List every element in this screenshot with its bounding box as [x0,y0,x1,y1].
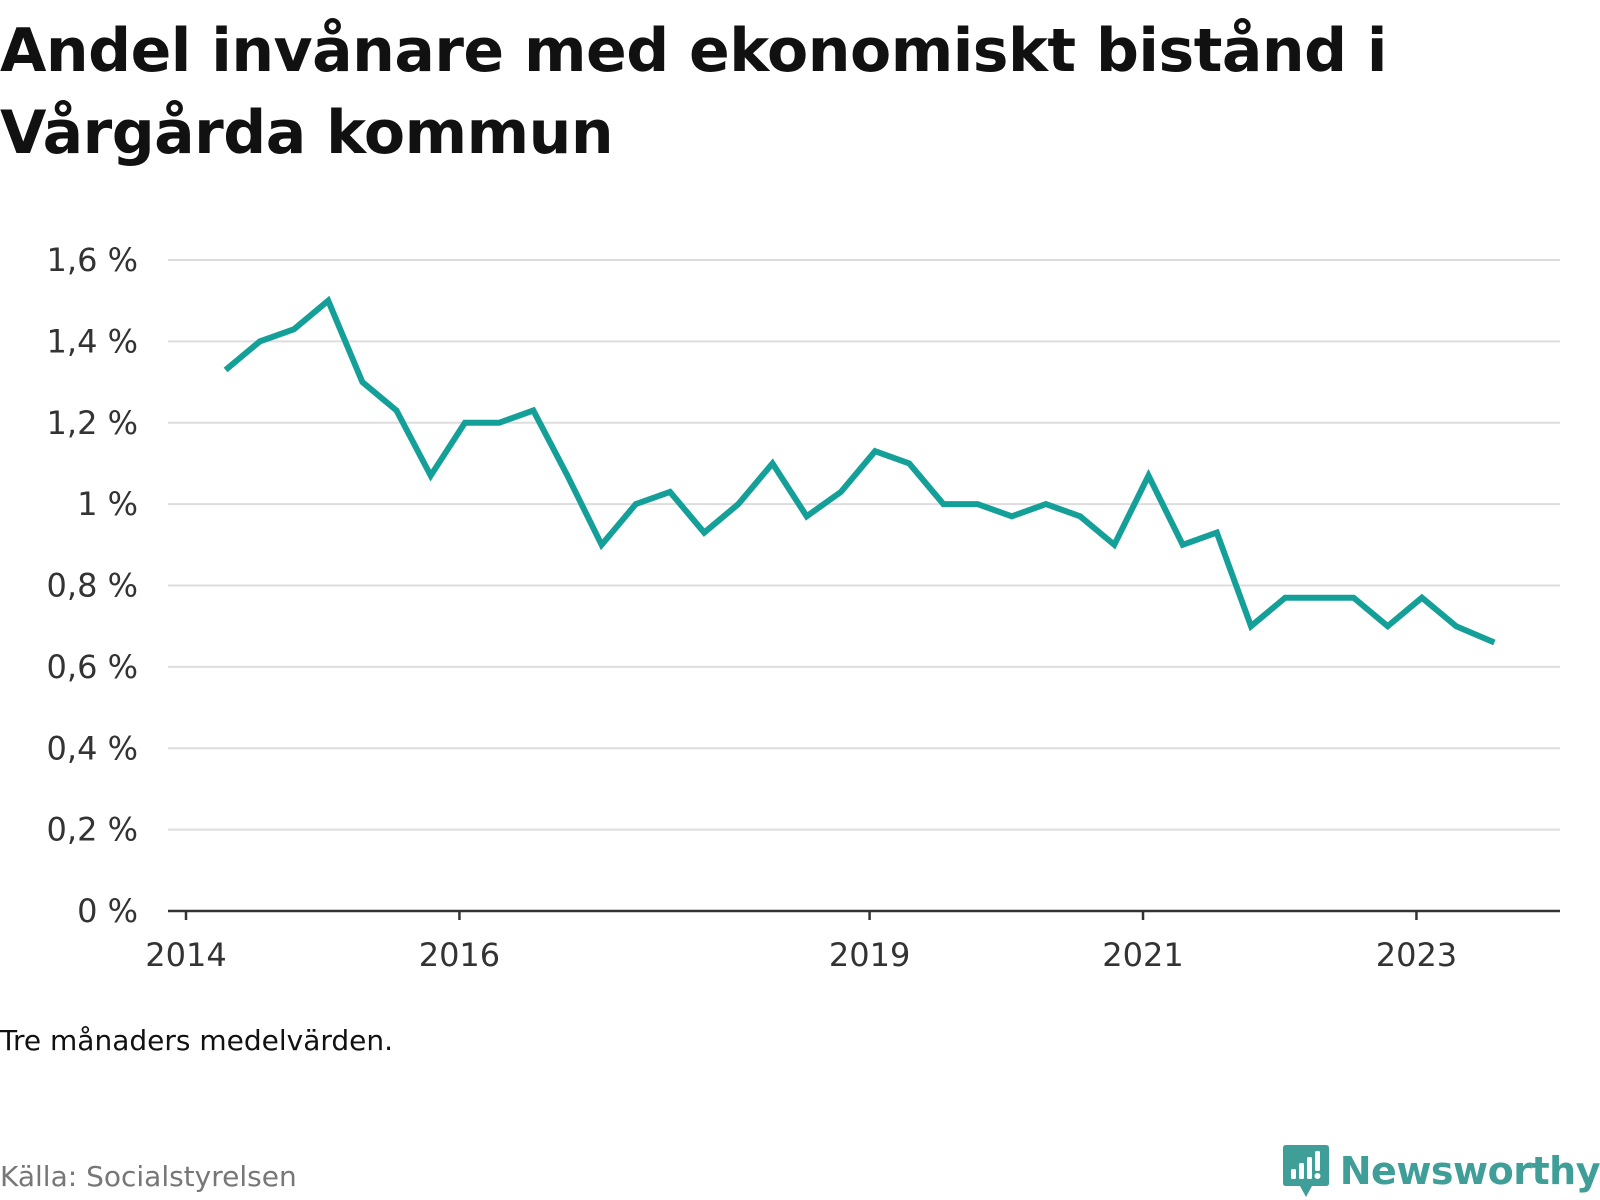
data-point [838,489,844,495]
data-point [599,542,605,548]
data-point [906,460,912,466]
series-line [223,295,1496,646]
y-tick-label: 0 % [77,892,138,930]
data-point [1491,640,1497,646]
x-tick-label: 2014 [145,936,226,974]
data-point [770,460,776,466]
x-tick-label: 2021 [1102,936,1183,974]
data-point [291,326,297,332]
y-tick-label: 1,2 % [47,404,138,442]
data-point [1419,595,1425,601]
newsworthy-logo-icon [1282,1145,1329,1197]
y-tick-label: 0,6 % [47,648,138,686]
y-tick-label: 0,8 % [47,567,138,605]
data-point [804,513,810,519]
y-tick-label: 0,2 % [47,811,138,849]
y-tick-label: 1 % [77,485,138,523]
data-point [1043,501,1049,507]
y-tick-label: 1,4 % [47,322,138,360]
data-point [325,298,331,304]
line-chart: 0 % 0,2 % 0,4 % 0,6 % 0,8 % 1 % 1,2 % 1,4 % 1,6 … [47,241,1560,974]
data-point [1180,542,1186,548]
series-layer [223,295,1497,646]
data-point [530,408,536,414]
data-point [1385,623,1391,629]
data-point [1009,513,1015,519]
source-credit: Källa: Socialstyrelsen [0,1160,297,1193]
brand-name: Newsworthy [1339,1149,1600,1193]
brand-logo: Newsworthy [1282,1143,1600,1199]
data-point [1351,595,1357,601]
data-point [667,489,673,495]
data-point [564,473,570,479]
data-point [1453,623,1459,629]
data-point [257,338,263,344]
x-tick-label: 2019 [829,936,910,974]
x-tick-label: 2016 [419,936,500,974]
data-point [1146,473,1152,479]
y-tick-label: 1,6 % [47,241,138,279]
x-tick-label: 2023 [1376,936,1457,974]
data-point [428,473,434,479]
data-point [359,379,365,385]
data-point [633,501,639,507]
gridlines [168,259,1560,831]
chart-title: Andel invånare med ekonomiskt bistånd i … [0,16,1387,168]
data-point [1248,623,1254,629]
data-point [223,367,229,373]
x-axis: 2014 2016 2019 2021 2023 [145,909,1560,974]
data-point [701,530,707,536]
data-point [462,420,468,426]
data-point [975,501,981,507]
y-tick-label: 0,4 % [47,729,138,767]
data-point [940,501,946,507]
data-point [394,408,400,414]
data-point [1316,595,1322,601]
data-point [1111,542,1117,548]
data-point [1077,513,1083,519]
y-axis-labels: 0 % 0,2 % 0,4 % 0,6 % 0,8 % 1 % 1,2 % 1,4 % 1,6 … [47,241,138,930]
data-point [1282,595,1288,601]
data-point [872,448,878,454]
data-point [496,420,502,426]
data-point [1214,530,1220,536]
data-point [735,501,741,507]
chart-note: Tre månaders medelvärden. [0,1024,394,1057]
